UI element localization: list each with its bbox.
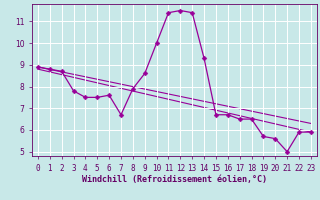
X-axis label: Windchill (Refroidissement éolien,°C): Windchill (Refroidissement éolien,°C) [82, 175, 267, 184]
